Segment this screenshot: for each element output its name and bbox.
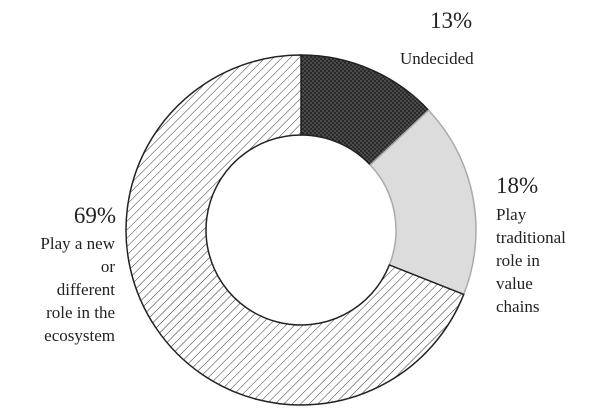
value-label: 13%	[430, 8, 473, 33]
category-label: Undecided	[400, 49, 474, 68]
category-label: Play traditional role in value chains	[496, 205, 566, 316]
category-label: Play a new or different role in the ecos…	[40, 234, 115, 345]
donut-segment	[125, 54, 465, 406]
value-label: 18%	[496, 173, 539, 198]
value-label: 69%	[73, 203, 116, 228]
